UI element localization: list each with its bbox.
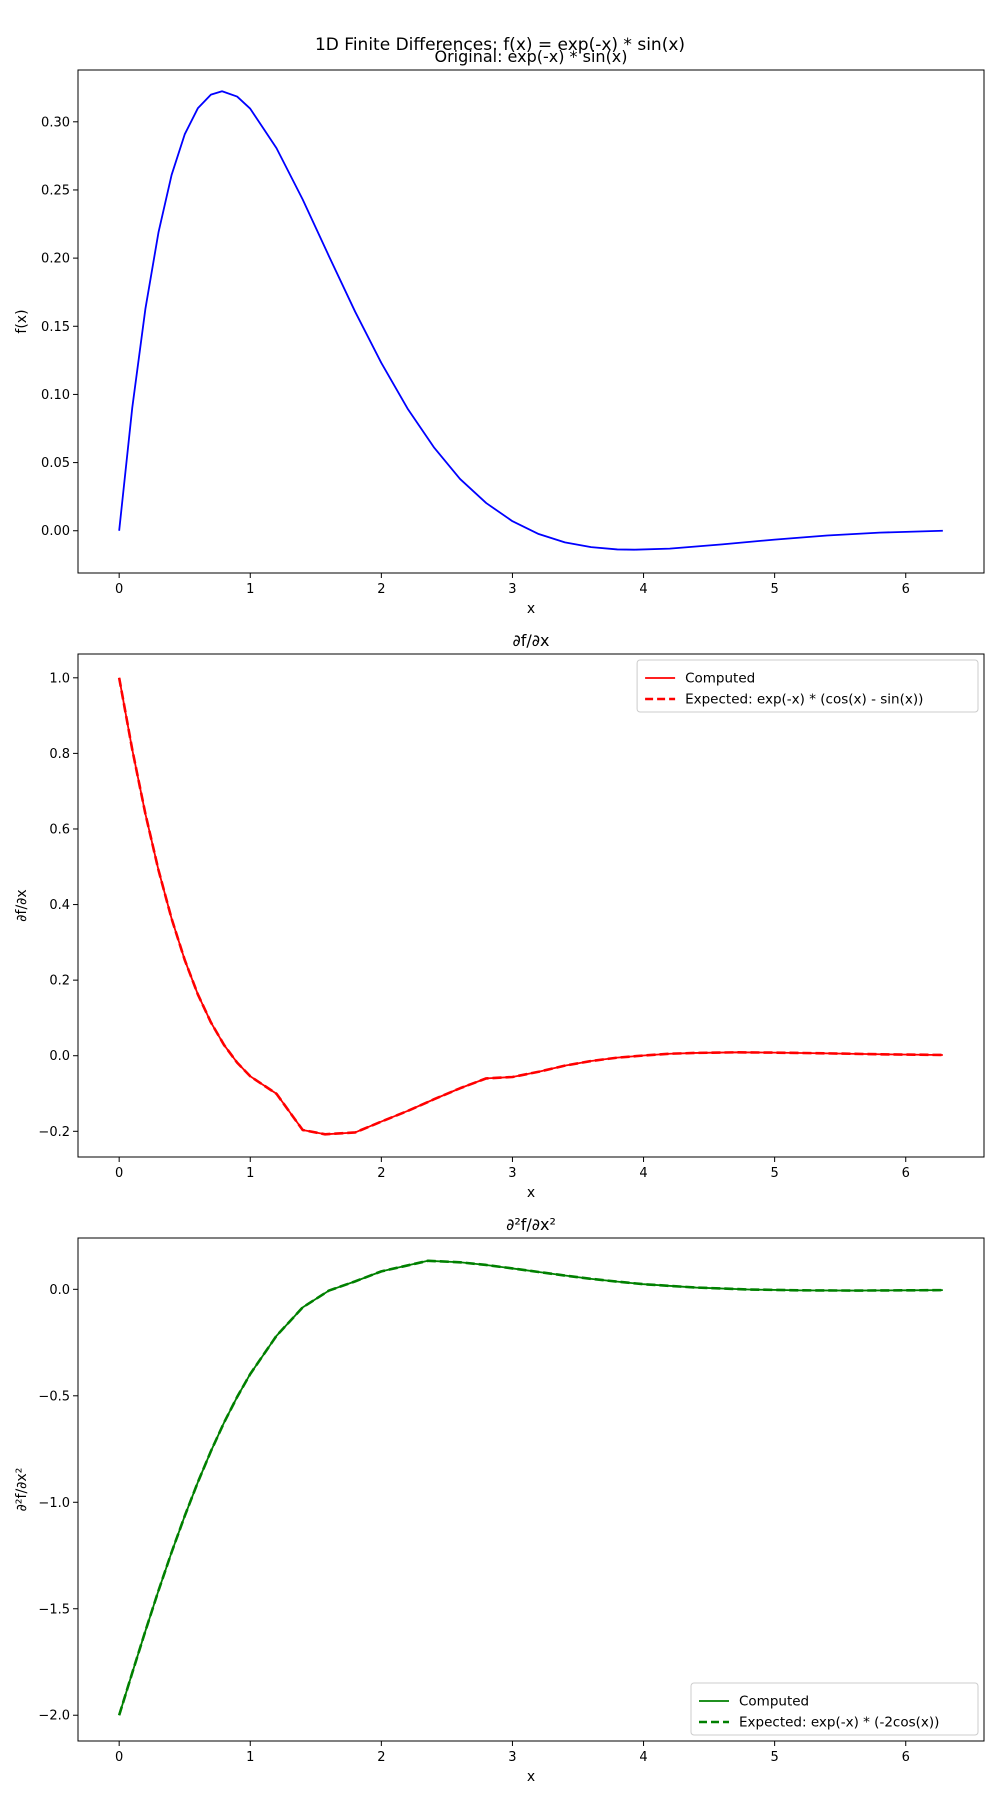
y-axis-label: ∂²f/∂x² xyxy=(14,1468,30,1512)
x-tick-label: 0 xyxy=(115,1750,123,1765)
y-tick-label: 0.0 xyxy=(49,1049,70,1064)
legend: Computed Expected: exp(-x) * (cos(x) - si… xyxy=(636,659,979,713)
legend: Computed Expected: exp(-x) * (-2cos(x)) xyxy=(690,1682,979,1736)
x-tick-label: 1 xyxy=(246,582,254,597)
y-tick-label: 0.8 xyxy=(49,747,70,762)
y-tick-label: −0.2 xyxy=(38,1125,70,1140)
subplot-title: ∂f/∂x xyxy=(512,631,549,650)
series-group xyxy=(117,1259,943,1716)
series-line-main xyxy=(118,90,943,551)
x-tick-label: 3 xyxy=(508,1750,516,1765)
legend-box xyxy=(690,1682,979,1736)
subplot-title: Original: exp(-x) * sin(x) xyxy=(434,47,627,66)
subplot-title: ∂²f/∂x² xyxy=(506,1215,556,1234)
y-tick-label: −1.0 xyxy=(38,1496,70,1511)
x-axis-label: x xyxy=(527,601,535,617)
x-axis-label: x xyxy=(527,1185,535,1201)
subplots: Original: exp(-x) * sin(x)0 1 2 3 4 5 60.000.0… xyxy=(14,47,985,1785)
axes-frame xyxy=(77,1237,985,1742)
axes-frame xyxy=(77,653,985,1158)
subplot-3: ∂²f/∂x² 0 1 2 3 4 5 6 −2.0 −1.5 −1.0 −0.5 0.0 x ∂²f/∂x… xyxy=(14,1215,985,1785)
y-tick-label: 1.0 xyxy=(49,671,70,686)
legend-label: Computed xyxy=(685,671,755,687)
x-tick-label: 6 xyxy=(902,1166,910,1181)
x-tick-label: 2 xyxy=(377,582,385,597)
x-tick-label: 4 xyxy=(639,582,647,597)
figure-suptitle: 1D Finite Differences: f(x) = exp(-x) * … xyxy=(315,35,685,55)
legend-label: Computed xyxy=(739,1694,809,1710)
y-tick-label: 0.15 xyxy=(41,320,70,335)
y-tick-label: 0.0 xyxy=(49,1283,70,1298)
x-tick-label: 3 xyxy=(508,582,516,597)
y-tick-label: −1.5 xyxy=(38,1602,70,1617)
subplot-2: ∂f/∂x 0 1 2 3 4 5 6 −0.2 0.0 0.2 0.4 0.6 0.8 1.0 x ∂f/∂x… xyxy=(14,631,985,1201)
x-axis-label: x xyxy=(527,1769,535,1785)
y-tick-label: 0.00 xyxy=(41,524,70,539)
y-tick-label: 0.6 xyxy=(49,822,70,837)
series-group xyxy=(118,90,943,551)
y-axis-label: f(x) xyxy=(14,309,30,333)
x-tick-label: 0 xyxy=(115,582,123,597)
x-tick-label: 5 xyxy=(771,582,779,597)
y-tick-label: 0.2 xyxy=(49,974,70,989)
y-tick-label: 0.05 xyxy=(41,456,70,471)
series-line-expected xyxy=(117,677,943,1136)
axes-frame xyxy=(77,69,985,574)
x-tick-label: 6 xyxy=(902,1750,910,1765)
x-tick-label: 1 xyxy=(246,1750,254,1765)
x-tick-label: 2 xyxy=(377,1750,385,1765)
series-group xyxy=(117,677,943,1136)
x-tick-label: 5 xyxy=(771,1166,779,1181)
legend-box xyxy=(636,659,979,713)
x-tick-label: 4 xyxy=(639,1166,647,1181)
y-tick-label: 0.10 xyxy=(41,388,70,403)
y-tick-label: 0.30 xyxy=(41,115,70,130)
legend-label: Expected: exp(-x) * (-2cos(x)) xyxy=(739,1715,939,1731)
x-tick-label: 5 xyxy=(771,1750,779,1765)
y-axis-label: ∂f/∂x xyxy=(14,889,30,921)
x-tick-label: 2 xyxy=(377,1166,385,1181)
x-tick-label: 3 xyxy=(508,1166,516,1181)
legend-label: Expected: exp(-x) * (cos(x) - sin(x)) xyxy=(685,692,923,708)
x-tick-label: 1 xyxy=(246,1166,254,1181)
x-tick-label: 6 xyxy=(902,582,910,597)
x-tick-label: 0 xyxy=(115,1166,123,1181)
series-line-expected xyxy=(117,1259,943,1716)
y-tick-label: −0.5 xyxy=(38,1389,70,1404)
subplot-1: Original: exp(-x) * sin(x) 0 1 2 3 4 5 6 0.00 0.0… xyxy=(14,47,985,617)
y-tick-label: 0.20 xyxy=(41,252,70,267)
y-tick-label: 0.4 xyxy=(49,898,70,913)
y-tick-label: 0.25 xyxy=(41,183,70,198)
x-tick-label: 4 xyxy=(639,1750,647,1765)
y-tick-label: −2.0 xyxy=(38,1709,70,1724)
